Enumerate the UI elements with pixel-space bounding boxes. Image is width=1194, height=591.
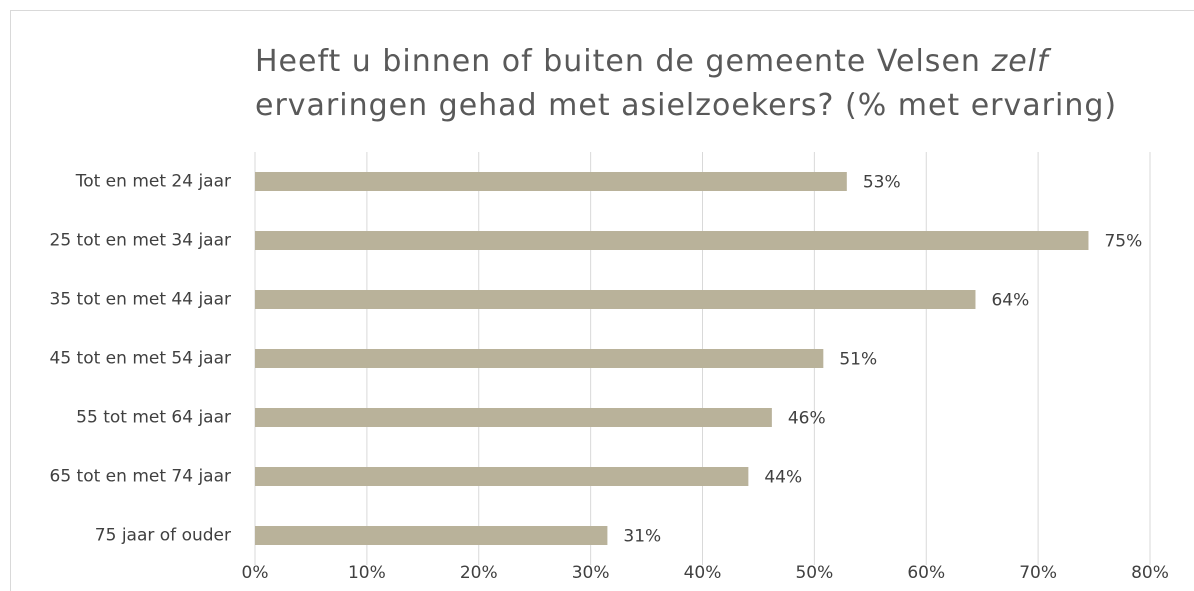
title-part: zelf — [990, 44, 1052, 79]
data-label: 46% — [788, 409, 826, 429]
data-label: 75% — [1104, 232, 1142, 252]
data-label: 53% — [863, 173, 901, 193]
bar — [255, 526, 608, 545]
y-tick-label: Tot en met 24 jaar — [75, 172, 231, 192]
y-tick-label: 45 tot en met 54 jaar — [50, 349, 231, 369]
x-tick-label: 40% — [684, 563, 722, 583]
chart-title: ervaringen gehad met asielzoekers? (% me… — [255, 88, 1117, 123]
y-tick-label: 55 tot met 64 jaar — [76, 408, 231, 428]
title-part: Heeft u binnen of buiten de gemeente Vel… — [255, 44, 981, 79]
data-label: 51% — [839, 350, 877, 370]
y-tick-label: 75 jaar of ouder — [95, 526, 231, 546]
data-label: 64% — [991, 291, 1029, 311]
bar — [255, 408, 772, 427]
data-label: 44% — [764, 468, 802, 488]
title-part: ervaringen gehad met asielzoekers? (% me… — [255, 88, 1117, 123]
x-tick-label: 50% — [795, 563, 833, 583]
x-tick-label: 80% — [1131, 563, 1169, 583]
y-tick-label: 25 tot en met 34 jaar — [50, 231, 231, 251]
x-tick-label: 10% — [348, 563, 386, 583]
y-tick-label: 65 tot en met 74 jaar — [50, 467, 231, 487]
y-tick-label: 35 tot en met 44 jaar — [50, 290, 231, 310]
x-tick-label: 20% — [460, 563, 498, 583]
data-label: 31% — [623, 527, 661, 547]
x-tick-label: 60% — [907, 563, 945, 583]
bar — [255, 349, 824, 368]
x-tick-label: 70% — [1019, 563, 1057, 583]
bar — [255, 290, 976, 309]
chart-title: Heeft u binnen of buiten de gemeente Vel… — [255, 44, 1052, 79]
x-tick-label: 30% — [572, 563, 610, 583]
bar — [255, 467, 749, 486]
bar — [255, 172, 847, 191]
bar — [255, 231, 1089, 250]
x-tick-label: 0% — [242, 563, 269, 583]
